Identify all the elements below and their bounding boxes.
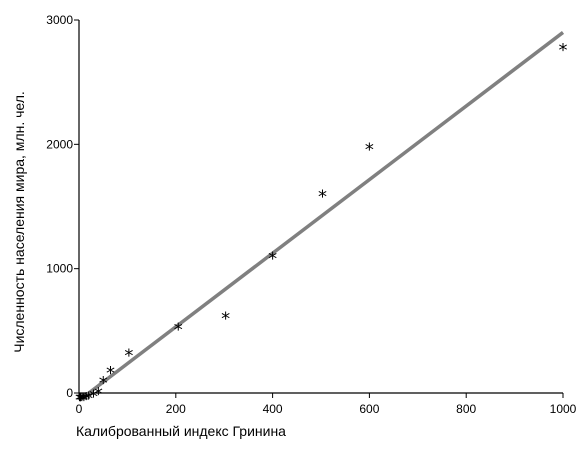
x-tick-label: 1000 [550, 402, 576, 416]
data-point: * [76, 390, 85, 411]
data-point: * [84, 389, 93, 410]
y-tick-label: 3000 [46, 13, 73, 27]
data-point: * [94, 384, 103, 405]
x-tick-label: 0 [76, 402, 83, 416]
x-axis-title: Калиброванный индекс Гринина [76, 423, 286, 439]
data-point: * [106, 363, 115, 384]
x-tick-label: 800 [456, 402, 476, 416]
y-tick-label: 2000 [46, 137, 73, 151]
data-point: * [268, 249, 277, 270]
data-point: * [318, 187, 327, 208]
data-point: * [221, 308, 230, 329]
data-point: * [99, 373, 108, 394]
data-point: * [79, 390, 88, 411]
x-tick-label: 400 [263, 402, 283, 416]
y-axis-title: Численность населения мира, млн. чел. [11, 91, 27, 353]
data-point: * [559, 40, 568, 61]
plot-area: 0 200 400 600 800 10000100020003000**********… [46, 13, 576, 416]
data-point: * [124, 346, 133, 367]
data-point: * [89, 387, 98, 408]
data-point: * [174, 320, 183, 341]
data-point: * [365, 139, 374, 160]
data-point: * [82, 389, 91, 410]
x-tick-label: 200 [166, 402, 186, 416]
trend-line [77, 31, 565, 402]
data-point: * [75, 390, 84, 411]
y-tick-label: 1000 [46, 262, 73, 276]
y-tick-label: 0 [66, 386, 73, 400]
x-tick-label: 600 [359, 402, 379, 416]
data-point: * [77, 390, 86, 411]
